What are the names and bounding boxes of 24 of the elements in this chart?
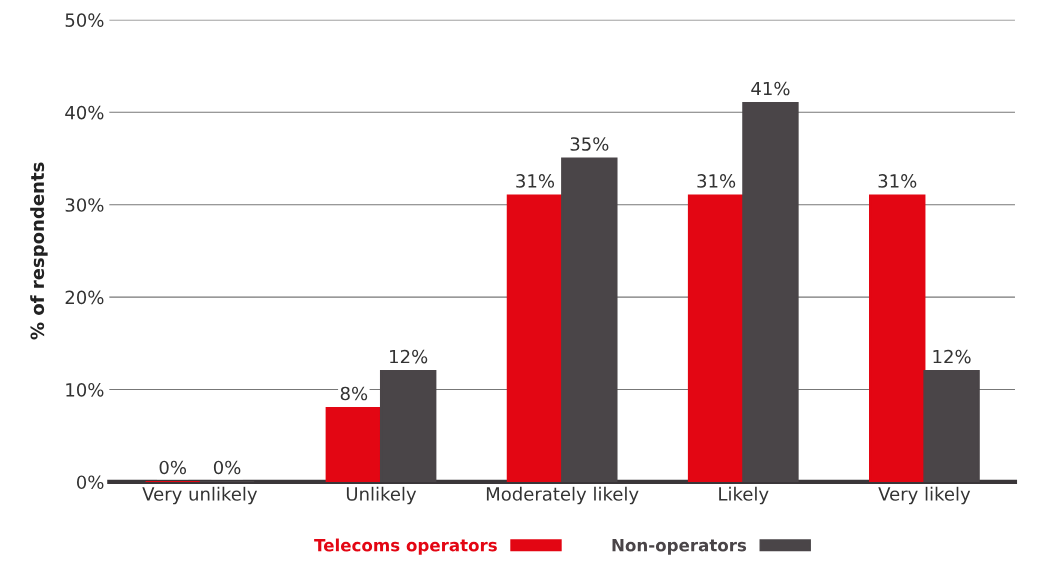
x-tick-label: Moderately likely	[486, 486, 639, 505]
legend-label: Non-operators	[612, 539, 747, 555]
y-tick-label: 30%	[65, 198, 104, 212]
data-label: 0%	[159, 460, 187, 475]
data-label: 12%	[390, 349, 428, 364]
y-tick-label: 0%	[76, 475, 104, 490]
data-label: 0%	[213, 460, 241, 475]
y-tick-label: 20%	[65, 290, 104, 305]
data-label: 41%	[751, 81, 790, 96]
data-label: 8%	[340, 386, 368, 401]
x-tick-label: Very unlikely	[142, 486, 258, 505]
y-tick-label: 40%	[65, 105, 104, 120]
legend-label: Telecoms operators	[314, 538, 497, 555]
data-label: 31%	[516, 174, 555, 188]
data-label: 35%	[570, 137, 609, 151]
x-tick-label: Likely	[719, 486, 769, 505]
y-tick-label: 50%	[65, 13, 104, 27]
data-label: 12%	[933, 349, 971, 364]
data-label: 31%	[697, 174, 736, 188]
x-tick-label: Unlikely	[346, 486, 417, 505]
y-tick-label: 10%	[66, 382, 104, 397]
x-tick-label: Very likely	[878, 486, 971, 505]
y-axis-title: % of respondents	[30, 162, 48, 340]
data-label: 31%	[878, 174, 917, 188]
